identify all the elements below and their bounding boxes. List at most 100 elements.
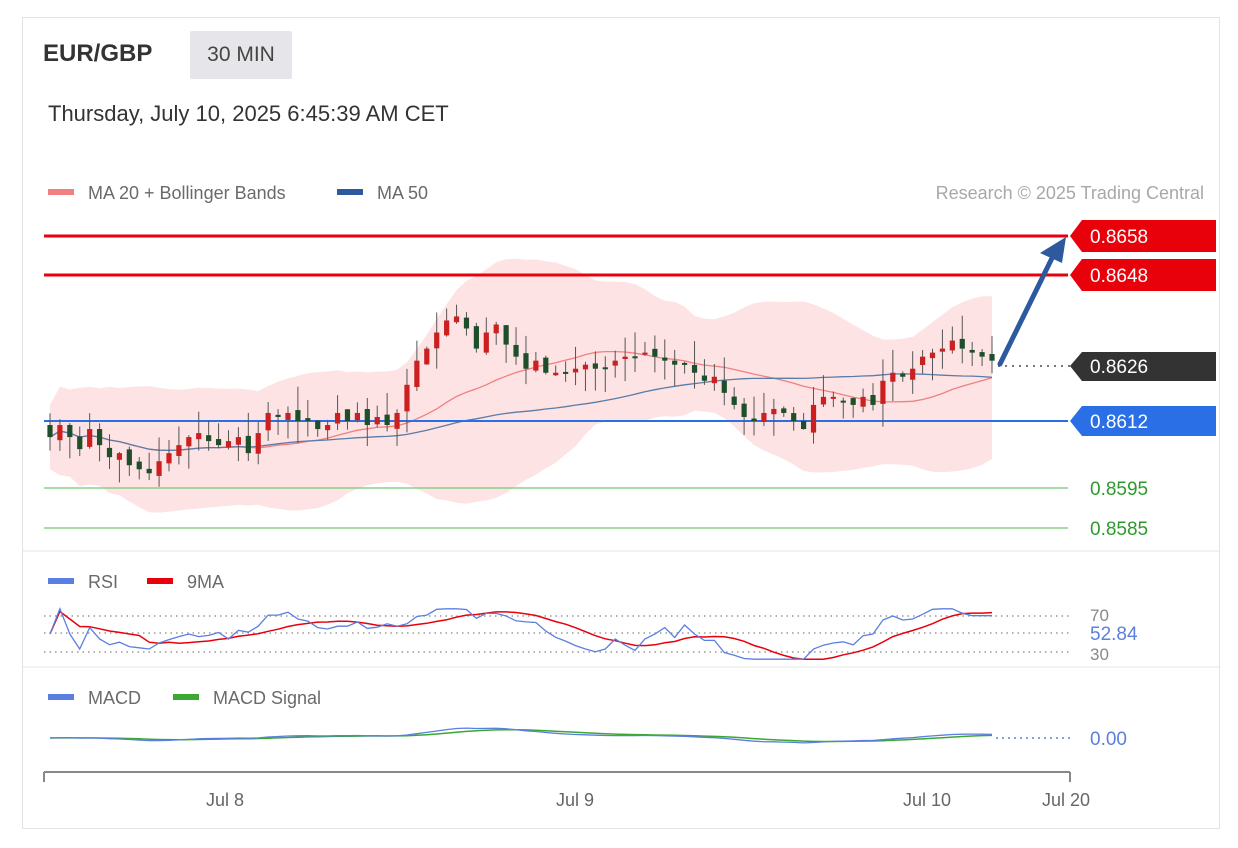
candle-body: [146, 468, 152, 474]
candle-body: [334, 412, 341, 424]
candle-body: [662, 357, 668, 361]
rsi-value-bg: [1088, 624, 1158, 644]
candle-body: [305, 418, 311, 421]
candle-body: [919, 356, 926, 365]
candle-body: [781, 408, 787, 413]
candle-body: [513, 344, 519, 357]
level-label-0.8612: 0.8612: [1090, 412, 1148, 433]
candle-body: [592, 363, 598, 369]
rsi-legend-label: RSI: [88, 572, 118, 592]
macd-signal-legend-swatch: [173, 694, 199, 700]
candle-body: [255, 433, 261, 454]
bb-legend-label: MA 20 + Bollinger Bands: [88, 183, 286, 203]
candle-body: [126, 449, 132, 466]
candle-body: [57, 425, 63, 441]
level-tag-0.8658: [1070, 220, 1216, 252]
rsi-ma-line: [49, 610, 993, 660]
candle-body: [870, 395, 876, 405]
candle-body: [830, 396, 836, 399]
candle-body: [949, 340, 955, 351]
x-tick-jul8: Jul 8: [206, 790, 244, 810]
candle-body: [652, 348, 658, 357]
candle-body: [523, 353, 529, 369]
candle-body: [503, 325, 509, 345]
candle-body: [265, 412, 271, 431]
candle-body: [691, 364, 698, 373]
candle-body: [533, 360, 539, 371]
rsi-ma-legend-label: 9MA: [187, 572, 224, 592]
candle-body: [801, 420, 807, 430]
candle-body: [910, 368, 916, 380]
candle-body: [156, 461, 162, 476]
candle-body: [364, 409, 370, 426]
candlestick-group: [47, 304, 995, 487]
level-tag-0.8612: [1070, 406, 1216, 436]
candle-body: [632, 356, 638, 359]
candle-body: [96, 429, 103, 446]
candle-body: [47, 425, 53, 438]
candle-body: [315, 420, 321, 430]
rsi-70-label: 70: [1090, 606, 1109, 625]
candle-body: [672, 360, 678, 365]
candle-body: [166, 453, 172, 464]
candle-body: [116, 453, 123, 460]
bb-legend-swatch: [48, 189, 74, 195]
macd-legend-label: MACD: [88, 688, 141, 708]
candle-body: [136, 461, 142, 470]
candle-body: [67, 424, 73, 438]
candle-body: [186, 437, 192, 447]
copyright: Research © 2025 Trading Central: [936, 183, 1204, 203]
forecast-arrow-head: [1040, 237, 1066, 263]
candle-body: [444, 320, 450, 336]
rsi-ma-legend-swatch: [147, 578, 173, 584]
candle-body: [325, 425, 331, 431]
timestamp: Thursday, July 10, 2025 6:45:39 AM CET: [48, 101, 449, 126]
ma50-line: [49, 373, 993, 452]
candle-body: [553, 372, 559, 376]
candle-body: [225, 441, 232, 448]
candle-body: [483, 332, 489, 353]
level-label-0.8658: 0.8658: [1090, 227, 1148, 248]
candle-body: [384, 414, 390, 426]
candle-body: [87, 429, 93, 447]
rsi-30-label: 30: [1090, 645, 1109, 664]
timeframe-badge[interactable]: 30 MIN: [190, 31, 292, 79]
candle-body: [751, 418, 757, 421]
level-tag-0.8648: [1070, 259, 1216, 291]
level-label-0.8648: 0.8648: [1090, 266, 1148, 287]
candle-body: [602, 367, 608, 370]
level-tag-0.8626: [1070, 352, 1216, 381]
rsi-legend-swatch: [48, 578, 74, 584]
candle-body: [939, 348, 946, 352]
rsi-line: [49, 607, 992, 660]
candle-body: [543, 357, 549, 373]
candle-body: [235, 437, 241, 445]
candle-body: [890, 372, 896, 382]
candle-body: [642, 352, 648, 355]
candle-body: [761, 412, 767, 422]
candle-body: [245, 435, 251, 454]
level-label-0.8585: 0.8585: [1090, 519, 1148, 540]
bollinger-band: [50, 258, 992, 513]
candle-body: [840, 400, 846, 403]
candle-body: [473, 326, 479, 349]
candle-body: [969, 349, 975, 353]
candle-body: [493, 324, 499, 334]
candle-body: [900, 373, 906, 377]
candle-body: [374, 416, 380, 425]
candle-body: [959, 338, 965, 349]
macd-value: 0.00: [1090, 729, 1127, 750]
macd-signal-legend-label: MACD Signal: [213, 688, 321, 708]
x-tick-jul9: Jul 9: [556, 790, 594, 810]
candle-body: [979, 352, 985, 357]
candle-body: [344, 409, 351, 421]
candle-body: [394, 412, 400, 429]
candle-body: [563, 371, 569, 374]
candle-body: [701, 375, 708, 381]
candle-body: [731, 396, 737, 405]
x-tick-jul20: Jul 20: [1042, 790, 1090, 810]
candle-body: [414, 360, 420, 387]
candle-body: [929, 352, 936, 359]
candle-body: [810, 404, 817, 433]
x-tick-jul10: Jul 10: [903, 790, 951, 810]
